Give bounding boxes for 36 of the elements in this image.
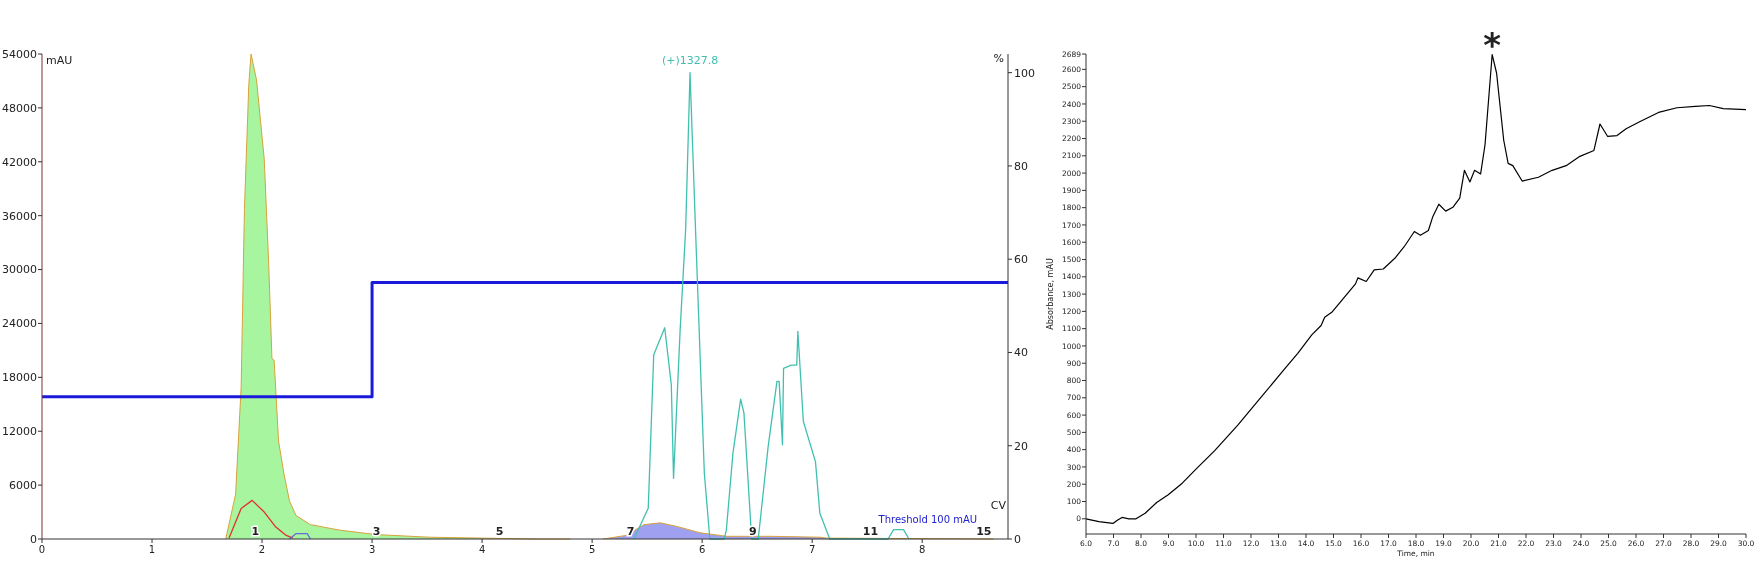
x-tick-label: 3 bbox=[368, 544, 376, 555]
annotation: (+)1327.8 bbox=[661, 53, 719, 67]
x-tick-label: 5 bbox=[588, 544, 596, 555]
y2-axis-title: % bbox=[993, 52, 1004, 65]
x-tick-label: 6 bbox=[698, 544, 706, 555]
y-tick-label: 24000 bbox=[2, 317, 37, 331]
y-tick-label: 54000 bbox=[2, 47, 37, 61]
annotation: 1 bbox=[251, 525, 260, 538]
x-tick-label: 4 bbox=[478, 544, 486, 555]
y2-tick-label: 80 bbox=[1014, 159, 1028, 173]
annotation: Threshold 100 mAU bbox=[877, 514, 978, 525]
y2-tick-label: 60 bbox=[1014, 253, 1028, 267]
x-tick-label: 0 bbox=[38, 544, 46, 555]
x-tick-label: 8 bbox=[918, 544, 926, 555]
annotation: 11 bbox=[862, 525, 879, 538]
line-series bbox=[228, 499, 294, 539]
line-series bbox=[1085, 53, 1747, 525]
y-tick-label: 36000 bbox=[2, 209, 37, 223]
y2-tick-label: 100 bbox=[1014, 66, 1035, 80]
annotation: 5 bbox=[495, 525, 504, 538]
y-tick-label: 18000 bbox=[2, 371, 37, 385]
x-tick-label: 7 bbox=[808, 544, 816, 555]
x-tick-label: 1 bbox=[148, 544, 156, 555]
x-tick-label: 2 bbox=[258, 544, 266, 555]
x-axis-title: CV bbox=[990, 499, 1007, 512]
annotation: * bbox=[1483, 24, 1502, 65]
y-tick-label: 12000 bbox=[2, 425, 37, 439]
y-axis-title: mAU bbox=[46, 54, 73, 67]
y-tick-label: 6000 bbox=[9, 478, 37, 492]
y-tick-label: 42000 bbox=[2, 155, 37, 169]
y-tick-label: 48000 bbox=[2, 101, 37, 115]
y2-tick-label: 20 bbox=[1014, 439, 1028, 453]
annotation: 15 bbox=[976, 525, 992, 538]
y-tick-label: 30000 bbox=[2, 263, 37, 277]
y-axis-title: Absorbance, mAU bbox=[1046, 258, 1055, 330]
y2-tick-label: 40 bbox=[1014, 346, 1028, 360]
